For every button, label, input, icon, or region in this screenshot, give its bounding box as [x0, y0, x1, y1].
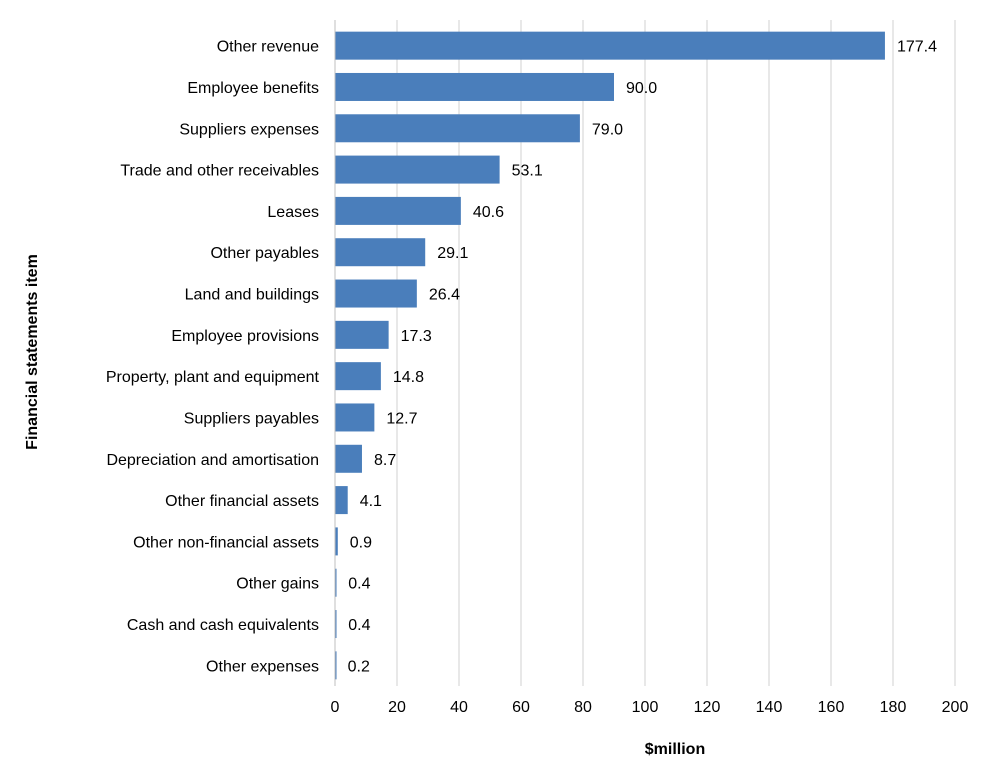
x-tick-label: 0: [331, 699, 340, 716]
value-label: 26.4: [429, 287, 460, 304]
category-label: Leases: [267, 204, 319, 221]
value-label: 0.9: [350, 534, 372, 551]
value-label: 4.1: [360, 493, 382, 510]
x-tick-label: 180: [880, 699, 907, 716]
value-label: 0.4: [348, 617, 370, 634]
x-tick-label: 140: [756, 699, 783, 716]
bars: [335, 31, 885, 680]
category-label: Property, plant and equipment: [106, 369, 320, 386]
category-labels: Other revenue Employee benefits Suppliers …: [106, 39, 320, 676]
value-label: 0.4: [348, 576, 370, 593]
category-label: Employee benefits: [187, 80, 319, 97]
value-label: 14.8: [393, 369, 424, 386]
category-label: Other non-financial assets: [133, 534, 319, 551]
bar: [335, 72, 614, 101]
bar: [335, 403, 375, 432]
bar: [335, 610, 337, 639]
category-label: Employee provisions: [171, 328, 319, 345]
category-label: Other expenses: [206, 658, 319, 675]
bar: [335, 320, 389, 349]
value-label: 53.1: [512, 163, 543, 180]
x-axis-title: $million: [645, 741, 705, 758]
y-axis-title: Financial statements item: [24, 254, 41, 450]
bar: [335, 196, 461, 225]
bar: [335, 527, 338, 556]
bar: [335, 486, 348, 515]
x-tick-label: 120: [694, 699, 721, 716]
bar: [335, 238, 426, 267]
value-label: 17.3: [401, 328, 432, 345]
category-label: Depreciation and amortisation: [106, 452, 319, 469]
x-tick-labels: 0 20 40 60 80 100 120 140 160 180 200: [331, 699, 969, 716]
x-tick-label: 20: [388, 699, 406, 716]
value-label: 40.6: [473, 204, 504, 221]
category-label: Suppliers payables: [184, 410, 319, 427]
x-tick-label: 200: [942, 699, 969, 716]
category-label: Other payables: [210, 245, 319, 262]
category-label: Other gains: [236, 576, 319, 593]
bar: [335, 31, 885, 60]
category-label: Other revenue: [217, 39, 319, 56]
value-label: 29.1: [437, 245, 468, 262]
value-label: 8.7: [374, 452, 396, 469]
category-label: Land and buildings: [185, 287, 319, 304]
category-label: Cash and cash equivalents: [127, 617, 319, 634]
value-label: 90.0: [626, 80, 657, 97]
bar: [335, 114, 580, 143]
x-tick-label: 80: [574, 699, 592, 716]
value-labels: 177.4 90.0 79.0 53.1 40.6 29.1 26.4 17.3 14.8 12.…: [348, 39, 937, 676]
category-label: Suppliers expenses: [179, 121, 319, 138]
x-tick-label: 160: [818, 699, 845, 716]
value-label: 0.2: [348, 658, 370, 675]
bar: [335, 155, 500, 184]
x-tick-label: 100: [632, 699, 659, 716]
bar: [335, 362, 381, 391]
x-tick-label: 60: [512, 699, 530, 716]
bar: [335, 651, 337, 680]
category-label: Other financial assets: [165, 493, 319, 510]
value-label: 177.4: [897, 39, 937, 56]
bar: [335, 444, 362, 473]
category-label: Trade and other receivables: [120, 163, 319, 180]
value-label: 12.7: [386, 410, 417, 427]
bar: [335, 279, 417, 308]
bar: [335, 568, 337, 597]
value-label: 79.0: [592, 121, 623, 138]
x-tick-label: 40: [450, 699, 468, 716]
